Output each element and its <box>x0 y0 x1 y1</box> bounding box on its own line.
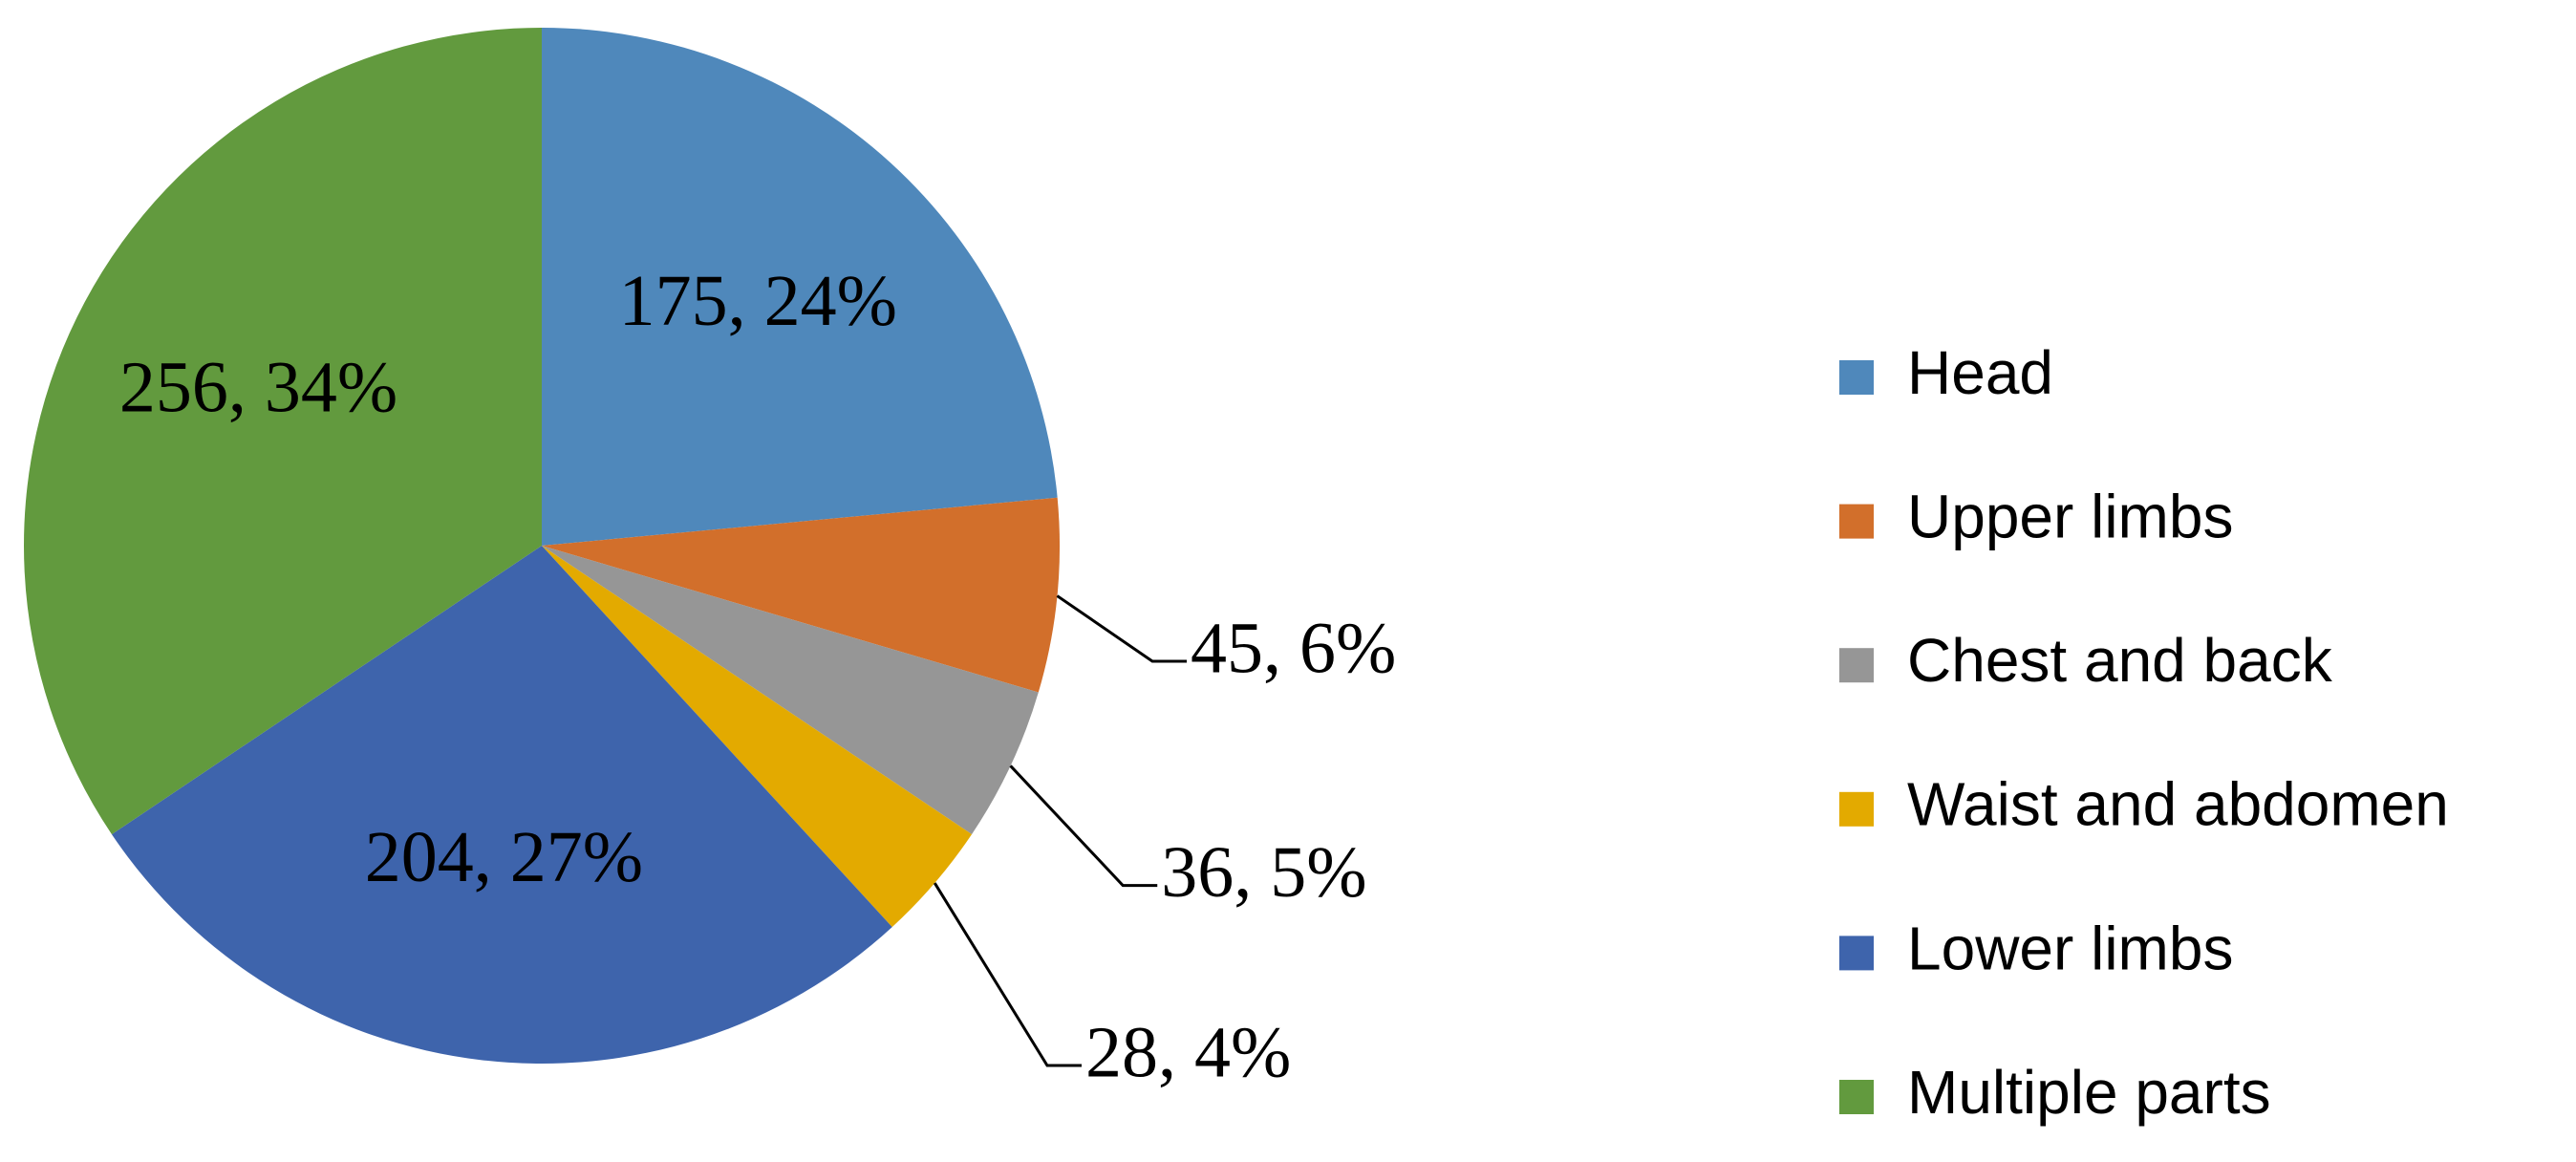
legend-swatch <box>1839 936 1874 971</box>
leader-line <box>1056 594 1188 663</box>
legend-label: Upper limbs <box>1907 483 2233 551</box>
leader-line <box>933 882 1082 1067</box>
pie-slice <box>23 28 542 835</box>
legend-label: Chest and back <box>1907 626 2333 695</box>
data-label: 36, 5% <box>1161 832 1366 913</box>
pie-slice <box>111 546 892 1064</box>
leader-line <box>1009 764 1158 888</box>
pie-slice <box>542 497 1060 693</box>
legend-label: Multiple parts <box>1907 1058 2271 1127</box>
data-label: 175, 24% <box>619 261 897 341</box>
data-label: 45, 6% <box>1191 608 1396 688</box>
data-label: 256, 34% <box>119 347 397 427</box>
pie-slice <box>542 28 1058 546</box>
legend-label: Waist and abdomen <box>1907 770 2449 839</box>
pie-slice <box>542 546 1039 835</box>
legend-label: Lower limbs <box>1907 914 2233 982</box>
legend-swatch <box>1839 1080 1874 1114</box>
legend-swatch <box>1839 791 1874 827</box>
legend-swatch <box>1839 360 1874 395</box>
data-label: 28, 4% <box>1085 1012 1291 1092</box>
data-label: 204, 27% <box>365 817 643 897</box>
legend-swatch <box>1839 648 1874 683</box>
pie-slice <box>542 546 973 928</box>
legend-swatch <box>1839 504 1874 539</box>
legend-label: Head <box>1907 338 2053 407</box>
